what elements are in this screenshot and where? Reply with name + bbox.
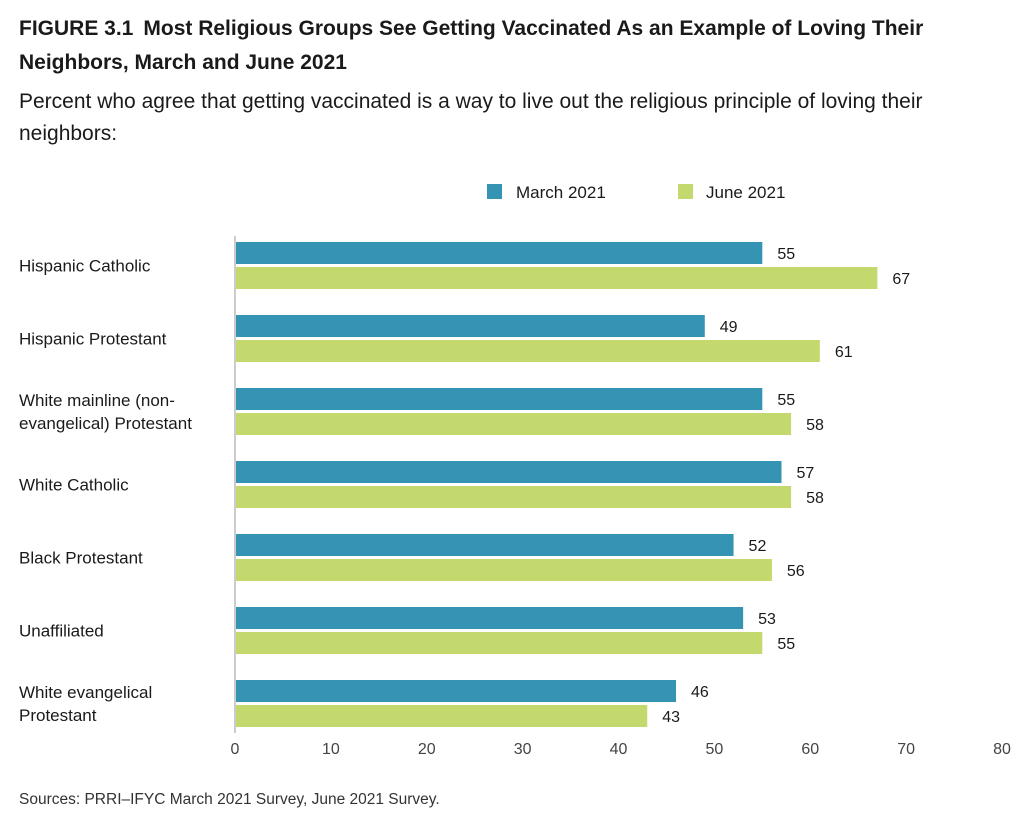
chart-title: FIGURE 3.1 Most Religious Groups See Gett… — [19, 12, 1019, 80]
value-label: 49 — [720, 319, 738, 336]
category-label: Protestant — [19, 706, 97, 725]
value-label: 58 — [806, 490, 824, 507]
value-label: 56 — [787, 563, 805, 580]
bar-june — [235, 267, 878, 289]
bar-march — [235, 680, 677, 702]
value-label: 43 — [662, 709, 680, 726]
legend-label-march: March 2021 — [516, 183, 606, 202]
value-label: 55 — [777, 246, 795, 263]
value-label: 53 — [758, 611, 776, 628]
x-tick-label: 40 — [610, 741, 628, 758]
category-label: White mainline (non- — [19, 391, 175, 410]
legend-swatch-march — [487, 184, 502, 199]
value-label: 58 — [806, 417, 824, 434]
bar-june — [235, 340, 820, 362]
bar-june — [235, 486, 792, 508]
category-label: White evangelical — [19, 683, 152, 702]
value-label: 61 — [835, 344, 853, 361]
x-tick-label: 0 — [231, 741, 240, 758]
x-tick-label: 20 — [418, 741, 436, 758]
value-label: 55 — [777, 636, 795, 653]
value-label: 57 — [796, 465, 814, 482]
bar-june — [235, 413, 792, 435]
bar-june — [235, 705, 648, 727]
source-note: Sources: PRRI–IFYC March 2021 Survey, Ju… — [19, 791, 440, 808]
x-tick-label: 80 — [993, 741, 1011, 758]
x-tick-label: 10 — [322, 741, 340, 758]
category-label: evangelical) Protestant — [19, 414, 192, 433]
bar-march — [235, 461, 782, 483]
x-tick-label: 50 — [705, 741, 723, 758]
chart-subtitle: Percent who agree that getting vaccinate… — [19, 90, 923, 145]
bar-march — [235, 388, 763, 410]
figure-title: Most Religious Groups See Getting Vaccin… — [19, 17, 924, 74]
value-label: 52 — [749, 538, 767, 555]
x-tick-label: 30 — [514, 741, 532, 758]
x-tick-label: 60 — [801, 741, 819, 758]
category-label: Hispanic Protestant — [19, 330, 167, 349]
bar-march — [235, 607, 744, 629]
category-label: White Catholic — [19, 476, 129, 495]
bar-march — [235, 315, 705, 337]
bar-june — [235, 559, 772, 581]
bar-march — [235, 534, 734, 556]
x-tick-label: 70 — [897, 741, 915, 758]
figure-label: FIGURE 3.1 — [19, 17, 134, 40]
bar-march — [235, 242, 763, 264]
value-label: 46 — [691, 684, 709, 701]
legend-swatch-june — [678, 184, 693, 199]
category-label: Black Protestant — [19, 549, 143, 568]
category-label: Unaffiliated — [19, 622, 104, 641]
value-label: 55 — [777, 392, 795, 409]
value-label: 67 — [892, 271, 910, 288]
category-label: Hispanic Catholic — [19, 257, 151, 276]
legend-label-june: June 2021 — [706, 183, 785, 202]
bar-june — [235, 632, 763, 654]
